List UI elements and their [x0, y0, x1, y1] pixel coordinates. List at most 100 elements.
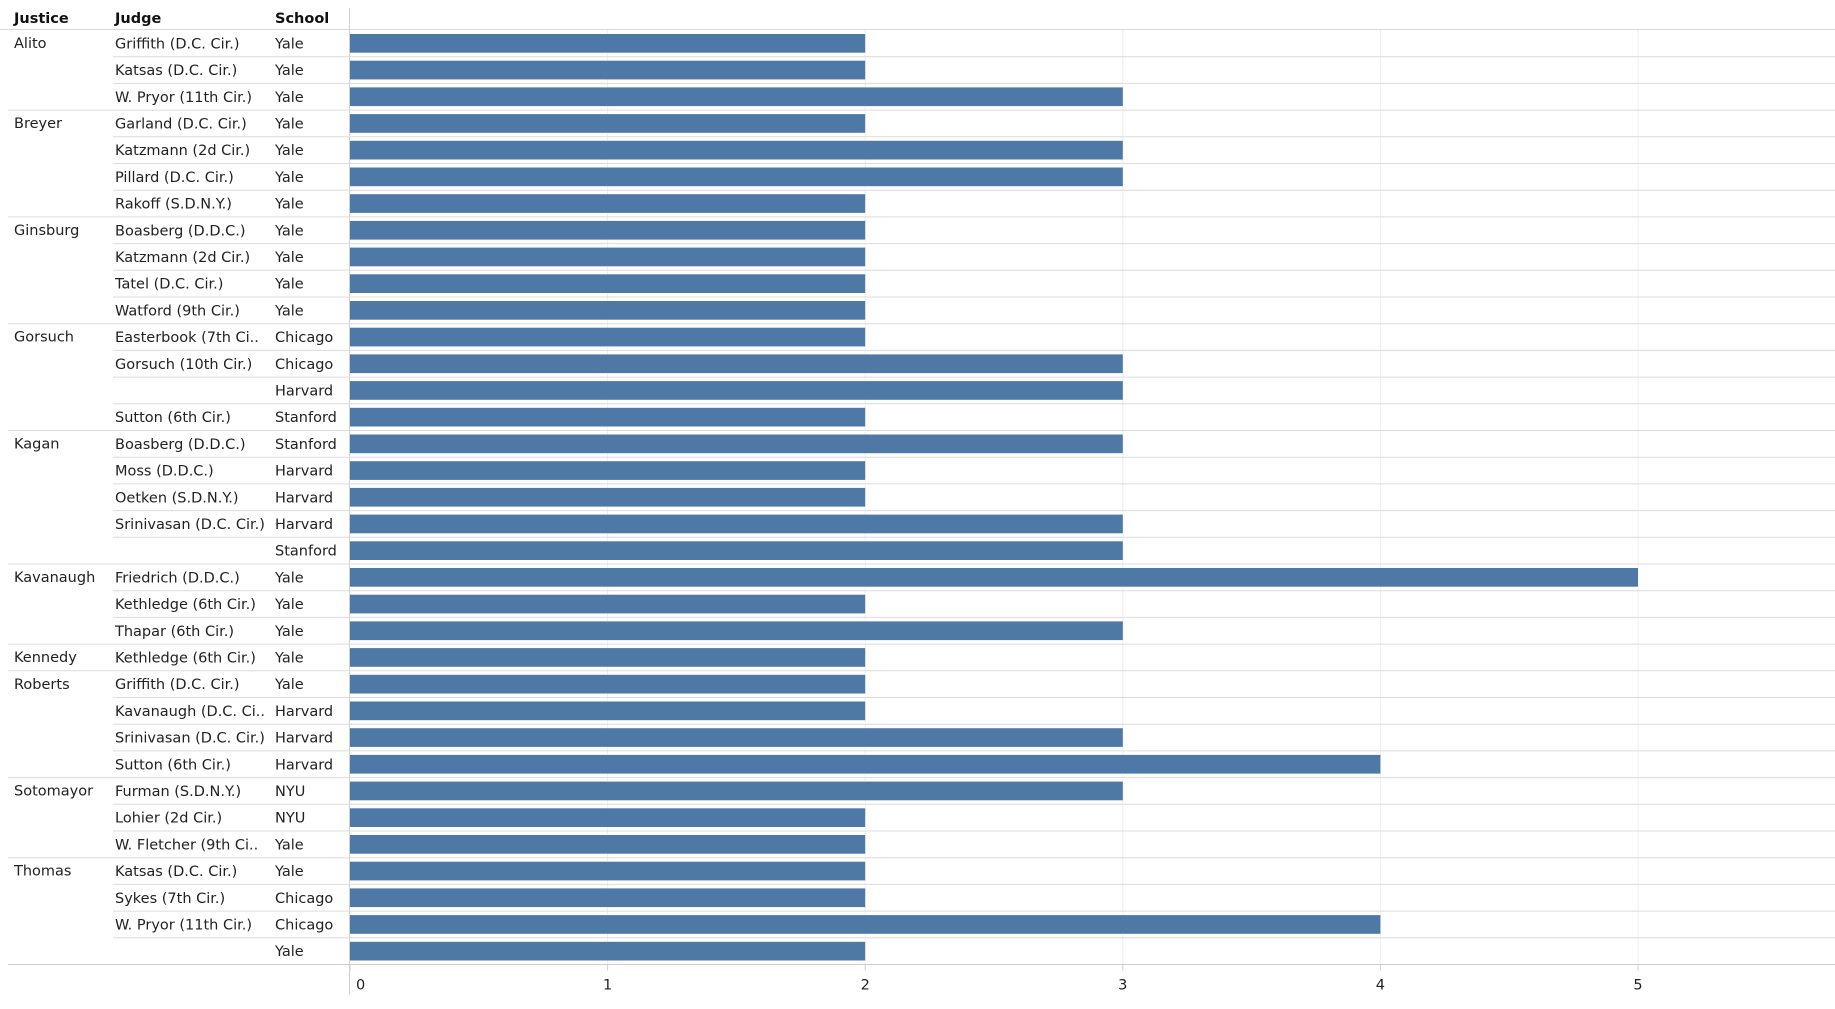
bar — [350, 327, 866, 347]
school-label: Harvard — [275, 757, 333, 773]
judge-label: Oetken (S.D.N.Y.) — [115, 490, 239, 506]
judge-label: Katsas (D.C. Cir.) — [115, 63, 237, 79]
judge-label: Griffith (D.C. Cir.) — [115, 36, 240, 52]
justice-label: Ginsburg — [14, 223, 79, 239]
bar — [350, 835, 866, 854]
school-label: Yale — [274, 570, 304, 586]
x-tick-label: 4 — [1376, 978, 1385, 994]
school-label: Yale — [274, 303, 304, 319]
school-label: Chicago — [275, 357, 333, 373]
school-label: Yale — [274, 197, 304, 213]
judge-label: Rakoff (S.D.N.Y.) — [115, 197, 232, 213]
judge-label: Sutton (6th Cir.) — [115, 757, 231, 773]
school-label: Yale — [274, 624, 304, 640]
justice-label: Breyer — [14, 116, 62, 132]
judge-label: W. Pryor (11th Cir.) — [115, 917, 252, 933]
justice-label: Sotomayor — [14, 784, 93, 800]
judge-label: Katzmann (2d Cir.) — [115, 250, 250, 266]
justice-label: Kavanaugh — [14, 570, 95, 586]
judge-label: Sykes (7th Cir.) — [115, 891, 225, 907]
x-tick-label: 5 — [1633, 978, 1642, 994]
school-label: Yale — [274, 90, 304, 106]
bar — [350, 915, 1381, 934]
row-labels: Alito Griffith (D.C. Cir.) Yale Katsas (D.C… — [13, 36, 337, 960]
header-judge: Judge — [114, 11, 161, 27]
school-label: Chicago — [275, 330, 333, 346]
bar — [350, 60, 866, 80]
school-label: Chicago — [275, 891, 333, 907]
bar — [350, 648, 866, 667]
school-label: Chicago — [275, 917, 333, 933]
x-tick-label: 2 — [861, 978, 870, 994]
bar — [350, 381, 1123, 400]
school-label: Harvard — [275, 731, 333, 747]
school-label: Yale — [274, 944, 304, 960]
judge-label: Friedrich (D.D.C.) — [115, 570, 240, 586]
judge-label: Thapar (6th Cir.) — [114, 624, 234, 640]
x-tick-label: 1 — [603, 978, 612, 994]
bars — [350, 34, 1638, 961]
bar — [350, 514, 1123, 534]
header-justice: Justice — [13, 11, 69, 27]
bar — [350, 594, 866, 614]
school-label: Harvard — [275, 383, 333, 399]
school-label: Yale — [274, 143, 304, 159]
school-label: Yale — [274, 170, 304, 186]
bar — [350, 194, 866, 213]
judge-label: Kethledge (6th Cir.) — [115, 650, 256, 666]
bar — [350, 434, 1123, 454]
bar — [350, 541, 1123, 560]
judge-label: Srinivasan (D.C. Cir.) — [115, 517, 265, 533]
bar — [350, 220, 866, 240]
justice-label: Gorsuch — [14, 330, 74, 346]
school-label: Harvard — [275, 464, 333, 480]
bar — [350, 861, 866, 881]
x-tick-label: 0 — [356, 978, 365, 994]
school-label: Yale — [274, 116, 304, 132]
school-label: Yale — [274, 250, 304, 266]
judge-label: W. Fletcher (9th Ci.. — [115, 837, 258, 853]
bar — [350, 621, 1123, 641]
judge-label: W. Pryor (11th Cir.) — [115, 90, 252, 106]
school-label: Stanford — [275, 410, 337, 426]
school-label: Yale — [274, 36, 304, 52]
bar — [350, 728, 1123, 747]
judge-label: Pillard (D.C. Cir.) — [115, 170, 234, 186]
column-headers: Justice Judge School — [13, 11, 329, 27]
judge-label: Katzmann (2d Cir.) — [115, 143, 250, 159]
judge-label: Moss (D.D.C.) — [115, 464, 214, 480]
justice-label: Roberts — [14, 677, 70, 693]
judge-label: Kavanaugh (D.C. Ci.. — [115, 704, 265, 720]
school-label: Yale — [274, 63, 304, 79]
bar — [350, 487, 866, 507]
x-tick-label: 3 — [1118, 978, 1127, 994]
bar — [350, 781, 1123, 801]
judge-label: Kethledge (6th Cir.) — [115, 597, 256, 613]
judge-label: Watford (9th Cir.) — [115, 303, 240, 319]
bar — [350, 754, 1381, 774]
school-label: Yale — [274, 864, 304, 880]
judge-label: Griffith (D.C. Cir.) — [115, 677, 240, 693]
school-label: Harvard — [275, 517, 333, 533]
bar — [350, 167, 1123, 187]
justice-label: Kagan — [14, 437, 59, 453]
bar — [350, 808, 866, 827]
school-label: NYU — [275, 784, 305, 800]
school-label: Stanford — [275, 437, 337, 453]
school-label: Yale — [274, 650, 304, 666]
bar — [350, 701, 866, 721]
judge-label: Boasberg (D.D.C.) — [115, 437, 246, 453]
judge-label: Srinivasan (D.C. Cir.) — [115, 731, 265, 747]
judge-label: Easterbook (7th Ci.. — [115, 330, 259, 346]
bar — [350, 34, 866, 53]
school-label: Harvard — [275, 704, 333, 720]
x-axis: 0 1 2 3 4 5 — [349, 964, 1643, 994]
bar — [350, 674, 866, 694]
judge-label: Garland (D.C. Cir.) — [115, 116, 247, 132]
judge-label: Furman (S.D.N.Y.) — [115, 784, 241, 800]
justice-label: Kennedy — [14, 650, 77, 666]
school-label: NYU — [275, 811, 305, 827]
school-label: Yale — [274, 223, 304, 239]
header-school: School — [275, 11, 329, 27]
bar — [350, 461, 866, 480]
